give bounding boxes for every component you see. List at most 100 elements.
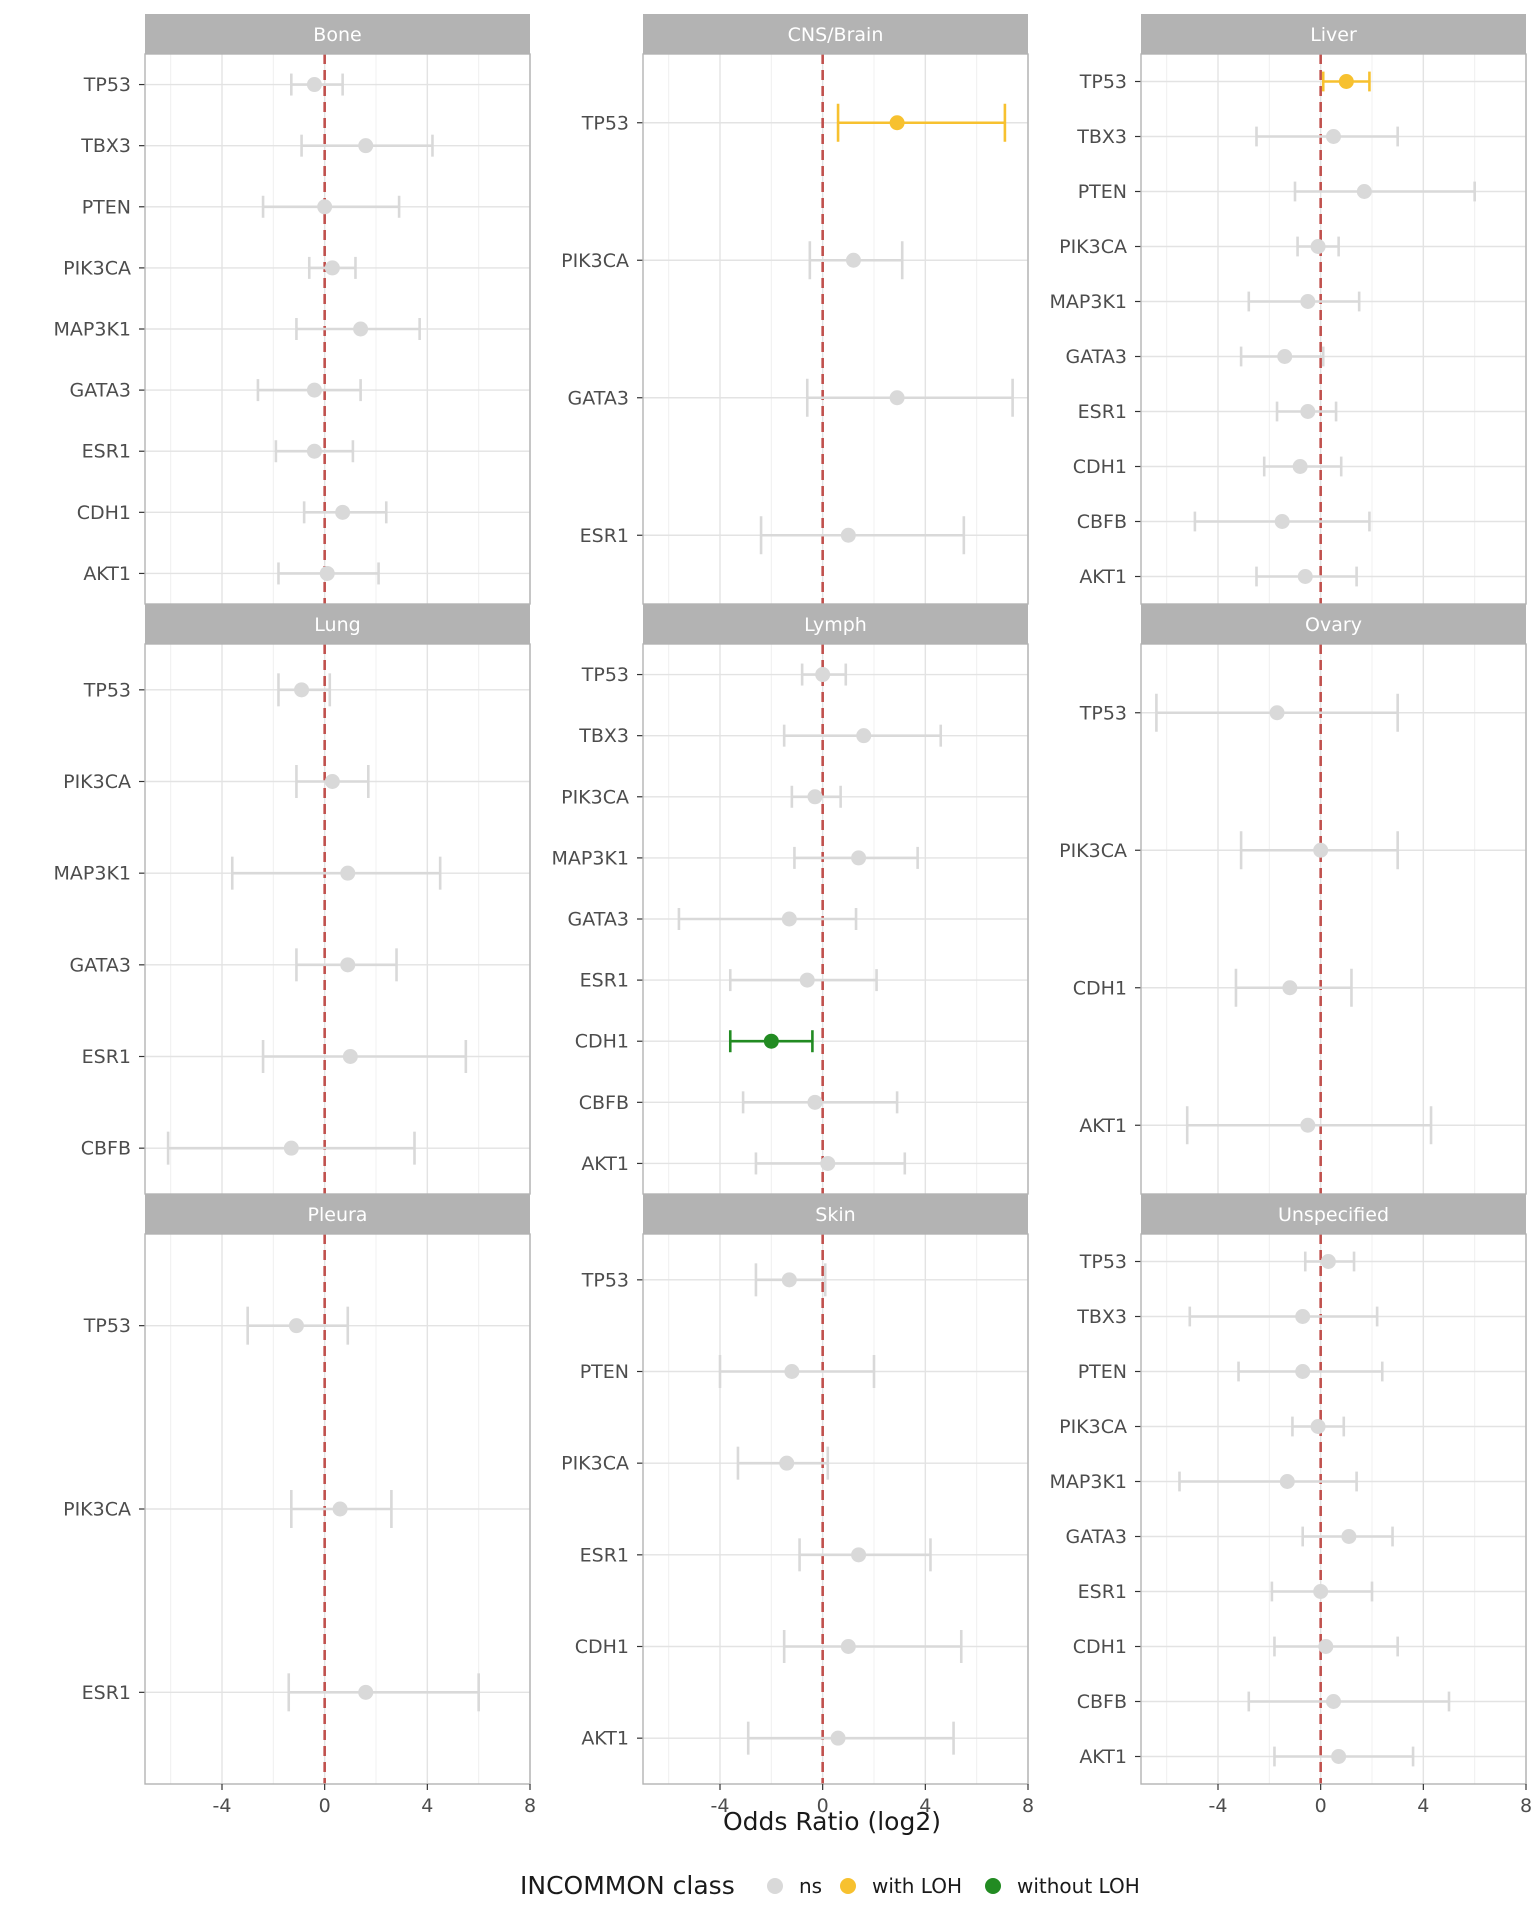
y-tick-label: GATA3 bbox=[568, 909, 629, 931]
point-estimate bbox=[1300, 294, 1316, 309]
facet-panels: Bone TP53 TBX3 PTEN PIK3CA MAP3K1 GATA3 ESR1 CDH… bbox=[54, 14, 1532, 1817]
point-estimate bbox=[781, 911, 797, 927]
y-tick-label: TBX3 bbox=[80, 135, 131, 157]
y-tick-label: GATA3 bbox=[70, 380, 131, 402]
legend-key bbox=[767, 1878, 783, 1894]
estimate-gata3: GATA3 bbox=[1066, 346, 1325, 368]
point-estimate bbox=[851, 1547, 867, 1563]
estimate-cdh1: CDH1 bbox=[1073, 1636, 1399, 1658]
estimate-akt1: AKT1 bbox=[1079, 566, 1358, 588]
estimate-gata3: GATA3 bbox=[1066, 1526, 1394, 1548]
y-tick-label: TP53 bbox=[581, 112, 629, 134]
estimate-pik3ca: PIK3CA bbox=[1059, 236, 1340, 258]
y-tick-label: CDH1 bbox=[575, 1031, 629, 1053]
panel-title: Unspecified bbox=[1278, 1204, 1389, 1226]
estimate-cdh1: CDH1 bbox=[575, 1030, 814, 1053]
y-tick-label: PIK3CA bbox=[1059, 840, 1127, 862]
point-estimate bbox=[807, 1094, 823, 1110]
panel-strip bbox=[643, 604, 1028, 644]
x-tick-label: 8 bbox=[1520, 1795, 1532, 1817]
panel-pleura: Pleura TP53 PIK3CA ESR1 -4 0 4 8 bbox=[63, 1194, 536, 1817]
point-estimate bbox=[1326, 1694, 1341, 1709]
y-tick-label: PIK3CA bbox=[561, 786, 629, 808]
y-tick-label: PTEN bbox=[82, 196, 131, 218]
estimate-pten: PTEN bbox=[82, 195, 401, 218]
point-estimate bbox=[830, 1730, 846, 1746]
point-estimate bbox=[1341, 1529, 1357, 1544]
estimate-pik3ca: PIK3CA bbox=[1059, 831, 1399, 870]
point-estimate bbox=[1282, 980, 1298, 996]
y-tick-label: ESR1 bbox=[82, 1682, 131, 1704]
y-tick-label: CDH1 bbox=[1073, 1636, 1127, 1658]
point-estimate bbox=[319, 565, 335, 581]
y-tick-label: ESR1 bbox=[580, 525, 629, 547]
panel-title: Ovary bbox=[1305, 614, 1362, 636]
y-tick-label: CDH1 bbox=[1073, 456, 1127, 478]
estimate-pik3ca: PIK3CA bbox=[561, 785, 842, 808]
point-estimate bbox=[856, 728, 872, 744]
estimate-akt1: AKT1 bbox=[581, 1152, 907, 1175]
estimate-tbx3: TBX3 bbox=[578, 724, 943, 747]
panel-lung: Lung TP53 PIK3CA MAP3K1 GATA3 ESR1 CBFB bbox=[54, 604, 531, 1195]
point-estimate bbox=[1320, 1254, 1336, 1269]
panel-title: Lung bbox=[314, 614, 360, 636]
panel-title: Lymph bbox=[804, 614, 867, 636]
y-tick-label: TP53 bbox=[1079, 71, 1127, 93]
x-tick-label: -4 bbox=[1209, 1795, 1228, 1817]
y-tick-label: AKT1 bbox=[581, 1728, 629, 1750]
estimate-pik3ca: PIK3CA bbox=[63, 256, 357, 279]
point-estimate bbox=[820, 1155, 836, 1171]
panel-strip bbox=[145, 14, 530, 54]
legend-label: ns bbox=[799, 1874, 822, 1898]
y-tick-label: PIK3CA bbox=[63, 771, 131, 793]
y-tick-label: MAP3K1 bbox=[552, 847, 629, 869]
point-estimate bbox=[306, 443, 322, 459]
point-estimate bbox=[1295, 1364, 1311, 1379]
estimate-tbx3: TBX3 bbox=[1076, 126, 1399, 148]
estimate-cbfb: CBFB bbox=[1077, 1691, 1451, 1713]
y-tick-label: PIK3CA bbox=[63, 1499, 131, 1521]
y-tick-label: AKT1 bbox=[581, 1153, 629, 1175]
point-estimate bbox=[335, 504, 351, 520]
point-estimate bbox=[306, 77, 322, 93]
point-estimate bbox=[840, 1639, 856, 1654]
estimate-map3k1: MAP3K1 bbox=[1050, 291, 1361, 313]
x-tick-label: 8 bbox=[524, 1795, 536, 1817]
panel-border bbox=[1140, 1233, 1527, 1785]
x-tick-label: 0 bbox=[817, 1795, 829, 1817]
estimate-tp53: TP53 bbox=[1079, 1251, 1356, 1273]
point-estimate bbox=[815, 667, 831, 683]
point-estimate bbox=[781, 1272, 797, 1288]
estimate-tp53: TP53 bbox=[83, 673, 332, 707]
y-tick-label: TP53 bbox=[83, 679, 131, 701]
legend-key bbox=[985, 1878, 1001, 1894]
y-tick-label: ESR1 bbox=[82, 1046, 131, 1068]
point-estimate bbox=[784, 1364, 800, 1379]
estimate-cbfb: CBFB bbox=[1077, 511, 1371, 533]
point-estimate bbox=[779, 1455, 795, 1471]
estimate-pik3ca: PIK3CA bbox=[561, 1446, 830, 1480]
y-tick-label: ESR1 bbox=[580, 1544, 629, 1566]
panel-title: CNS/Brain bbox=[788, 24, 884, 46]
y-tick-label: TP53 bbox=[1079, 1251, 1127, 1273]
x-tick-label: -4 bbox=[213, 1795, 232, 1817]
estimate-gata3: GATA3 bbox=[568, 908, 858, 931]
y-tick-label: CDH1 bbox=[1073, 977, 1127, 999]
point-estimate bbox=[317, 199, 333, 215]
estimate-cdh1: CDH1 bbox=[1073, 456, 1343, 478]
estimate-esr1: ESR1 bbox=[1078, 401, 1338, 423]
estimate-tp53: TP53 bbox=[83, 1306, 350, 1345]
point-estimate bbox=[1310, 239, 1326, 254]
estimate-pten: PTEN bbox=[1078, 1361, 1384, 1383]
estimate-cdh1: CDH1 bbox=[1073, 968, 1353, 1007]
point-estimate bbox=[840, 527, 856, 543]
panel-bone: Bone TP53 TBX3 PTEN PIK3CA MAP3K1 GATA3 ESR1 CDH… bbox=[54, 14, 531, 605]
y-tick-label: PTEN bbox=[1078, 1361, 1127, 1383]
estimate-akt1: AKT1 bbox=[1079, 1746, 1415, 1768]
y-tick-label: MAP3K1 bbox=[54, 863, 131, 885]
point-estimate bbox=[807, 789, 823, 805]
panel-unspecified: Unspecified TP53 TBX3 PTEN PIK3CA MAP3K1 GATA3… bbox=[1050, 1194, 1532, 1817]
point-estimate bbox=[1297, 569, 1313, 584]
x-tick-label: 8 bbox=[1022, 1795, 1034, 1817]
estimate-map3k1: MAP3K1 bbox=[552, 846, 919, 869]
